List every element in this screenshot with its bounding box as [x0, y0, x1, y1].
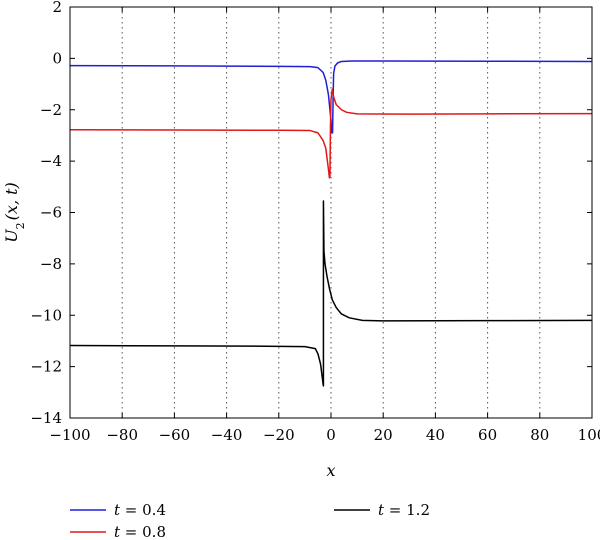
- x-tick-label: 40: [426, 426, 445, 444]
- legend-label-1: t = 0.4: [114, 501, 166, 519]
- x-tick-label: −20: [263, 426, 295, 444]
- series-layer: [69, 60, 593, 387]
- series-line-2: [69, 88, 593, 179]
- series-line-3: [69, 200, 593, 387]
- y-tick-label: −6: [40, 204, 62, 222]
- y-axis-label-main: U: [2, 229, 21, 243]
- y-tick-label: −14: [30, 409, 62, 427]
- legend-label-2: t = 0.8: [114, 523, 166, 540]
- x-tick-label: 60: [478, 426, 497, 444]
- x-tick-label: −60: [159, 426, 191, 444]
- y-tick-label: −12: [30, 358, 62, 376]
- tick-layer: −100−80−60−40−20020406080100−14−12−10−8−…: [30, 0, 600, 444]
- x-tick-label: −80: [106, 426, 138, 444]
- y-tick-label: −8: [40, 255, 62, 273]
- grid-layer: [121, 7, 541, 418]
- x-tick-label: 20: [374, 426, 393, 444]
- series-line-1: [69, 60, 593, 134]
- y-axis-label-args: (x, t): [2, 182, 21, 220]
- y-axis-label: U2 (x, t): [2, 182, 27, 243]
- y-axis-label-sub: 2: [14, 222, 27, 229]
- y-tick-label: −2: [40, 101, 62, 119]
- legend: t = 0.4 t = 0.8 t = 1.2: [70, 501, 430, 540]
- x-axis-label: x: [326, 461, 335, 480]
- y-tick-label: 2: [52, 0, 62, 16]
- x-tick-label: 80: [530, 426, 549, 444]
- y-tick-label: −10: [30, 306, 62, 324]
- x-tick-label: 0: [326, 426, 336, 444]
- y-tick-label: −4: [40, 152, 62, 170]
- legend-label-3: t = 1.2: [378, 501, 430, 519]
- x-tick-label: 100: [578, 426, 600, 444]
- x-tick-label: −100: [49, 426, 90, 444]
- y-tick-label: 0: [52, 49, 62, 67]
- x-tick-label: −40: [211, 426, 243, 444]
